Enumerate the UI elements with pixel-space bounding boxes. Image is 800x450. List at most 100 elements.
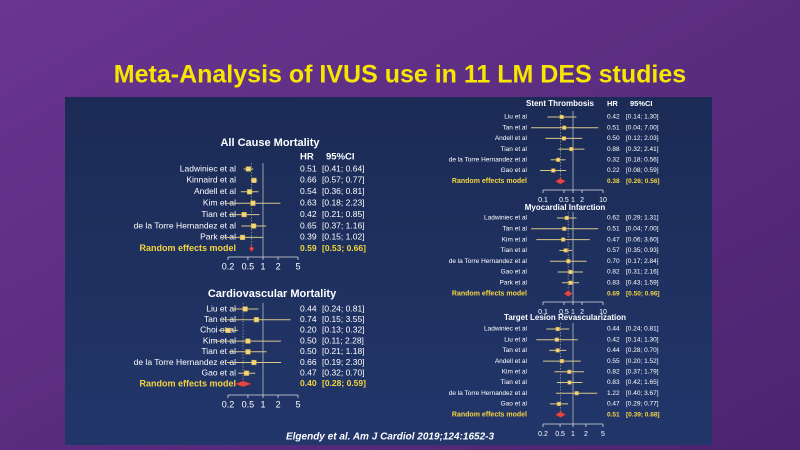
study-name: Tan et al — [502, 124, 527, 131]
hr-value: 0.51 — [300, 163, 317, 173]
x-tick-label: 0.1 — [538, 197, 548, 204]
point-estimate — [562, 125, 567, 130]
point-estimate — [567, 380, 572, 385]
summary-diamond — [554, 411, 567, 418]
hr-value: 0.51 — [607, 226, 620, 233]
study-name: Gao et al — [501, 269, 528, 276]
point-estimate — [569, 147, 574, 152]
point-estimate — [555, 326, 560, 332]
ci-value: [0.19; 2.30] — [322, 357, 365, 367]
summary-ci: [0.26; 0.56] — [626, 178, 660, 185]
summary-hr: 0.40 — [300, 378, 317, 388]
study-name: Kim et al — [203, 197, 236, 207]
ci-value: [0.42; 1.65] — [626, 379, 659, 386]
ci-value: [0.43; 1.59] — [626, 280, 659, 287]
point-estimate — [551, 168, 556, 173]
ci-value: [0.06; 3.60] — [626, 236, 659, 243]
point-estimate — [568, 269, 573, 275]
ci-value: [0.18; 0.56] — [626, 157, 659, 164]
plot-title: Target Lesion Revascularization — [504, 313, 626, 322]
hr-value: 0.42 — [607, 114, 620, 121]
summary-name: Random effects model — [452, 178, 527, 185]
hr-value: 0.57 — [607, 247, 620, 254]
hr-value: 0.83 — [607, 379, 620, 386]
x-tick-label: 0.5 — [242, 399, 255, 409]
point-estimate — [251, 223, 257, 229]
x-tick-label: 2 — [276, 261, 281, 271]
ci-value: [0.04; 7.00] — [626, 124, 659, 131]
hr-value: 0.88 — [607, 146, 620, 153]
point-estimate — [556, 157, 561, 162]
point-estimate — [245, 166, 251, 172]
study-name: de la Torre Hernandez et al — [449, 157, 528, 164]
point-estimate — [563, 248, 568, 253]
hr-value: 0.66 — [300, 357, 317, 367]
plot-title: All Cause Mortality — [220, 137, 320, 149]
hr-value: 0.63 — [300, 197, 317, 207]
point-estimate — [567, 369, 572, 374]
study-name: Tian et al — [501, 247, 528, 254]
study-name: Gao et al — [501, 401, 528, 408]
ci-value: [0.04; 7.00] — [626, 226, 659, 233]
ci-value: [0.14; 1.30] — [626, 114, 659, 121]
hr-value: 0.82 — [607, 369, 620, 376]
study-name: Tan et al — [502, 347, 527, 354]
summary-name: Random effects model — [139, 378, 236, 388]
point-estimate — [568, 280, 573, 285]
ci-value: [0.18; 2.23] — [322, 197, 365, 207]
ci-value: [0.17; 2.84] — [626, 258, 659, 265]
study-name: Kim et al — [502, 236, 528, 243]
ci-value: [0.08; 0.59] — [626, 167, 659, 174]
summary-ci: [0.53; 0.66] — [322, 243, 366, 253]
x-tick-label: 2 — [580, 309, 584, 316]
study-name: Kinnaird et al — [186, 175, 236, 185]
point-estimate — [225, 327, 231, 333]
summary-name: Random effects model — [452, 411, 527, 418]
x-tick-label: 1 — [571, 431, 575, 438]
x-tick-label: 1 — [260, 261, 265, 271]
x-tick-label: 1 — [571, 309, 575, 316]
study-name: Liu et al — [504, 336, 527, 343]
x-tick-label: 5 — [295, 399, 300, 409]
ci-value: [0.24; 0.81] — [626, 326, 659, 333]
x-tick-label: 2 — [276, 399, 281, 409]
ci-value: [0.28; 0.70] — [626, 347, 659, 354]
summary-ci: [0.28; 0.59] — [322, 378, 366, 388]
x-tick-label: 0.5 — [242, 261, 255, 271]
x-tick-label: 0.1 — [538, 309, 548, 316]
summary-ci: [0.39; 0.68] — [626, 411, 660, 418]
study-name: Choi et al — [200, 325, 236, 335]
column-header: HR — [607, 99, 618, 108]
hr-value: 0.50 — [607, 135, 620, 142]
x-tick-label: 5 — [601, 431, 605, 438]
point-estimate — [242, 306, 248, 312]
x-tick-label: 0.5 — [559, 309, 569, 316]
x-tick-label: 0.5 — [555, 431, 565, 438]
hr-value: 0.83 — [607, 280, 620, 287]
citation: Elgendy et al. Am J Cardiol 2019;124:165… — [286, 432, 494, 443]
ci-value: [0.15; 1.02] — [322, 232, 365, 242]
study-name: Tan et al — [502, 226, 527, 233]
ci-value: [0.31; 2.16] — [626, 269, 659, 276]
study-name: Andell et al — [194, 186, 236, 196]
study-name: de la Torre Hernandez et al — [134, 220, 236, 230]
summary-hr: 0.69 — [607, 290, 620, 297]
summary-ci: [0.50; 0.96] — [626, 290, 660, 297]
point-estimate — [253, 317, 260, 323]
hr-value: 0.55 — [607, 358, 620, 365]
hr-value: 0.39 — [300, 232, 317, 242]
point-estimate — [561, 136, 567, 141]
ci-value: [0.12; 2.03] — [626, 135, 659, 142]
point-estimate — [245, 349, 251, 355]
point-estimate — [566, 259, 571, 264]
ci-value: [0.29; 1.31] — [626, 215, 659, 222]
point-estimate — [239, 234, 246, 240]
hr-value: 0.44 — [300, 303, 317, 313]
ci-value: [0.37; 1.79] — [626, 369, 659, 376]
x-tick-label: 2 — [584, 431, 588, 438]
x-tick-label: 0.5 — [559, 197, 569, 204]
summary-name: Random effects model — [139, 243, 236, 253]
hr-value: 0.44 — [607, 326, 620, 333]
x-tick-label: 0.2 — [538, 431, 548, 438]
study-name: Ladwiniec et al — [180, 163, 236, 173]
